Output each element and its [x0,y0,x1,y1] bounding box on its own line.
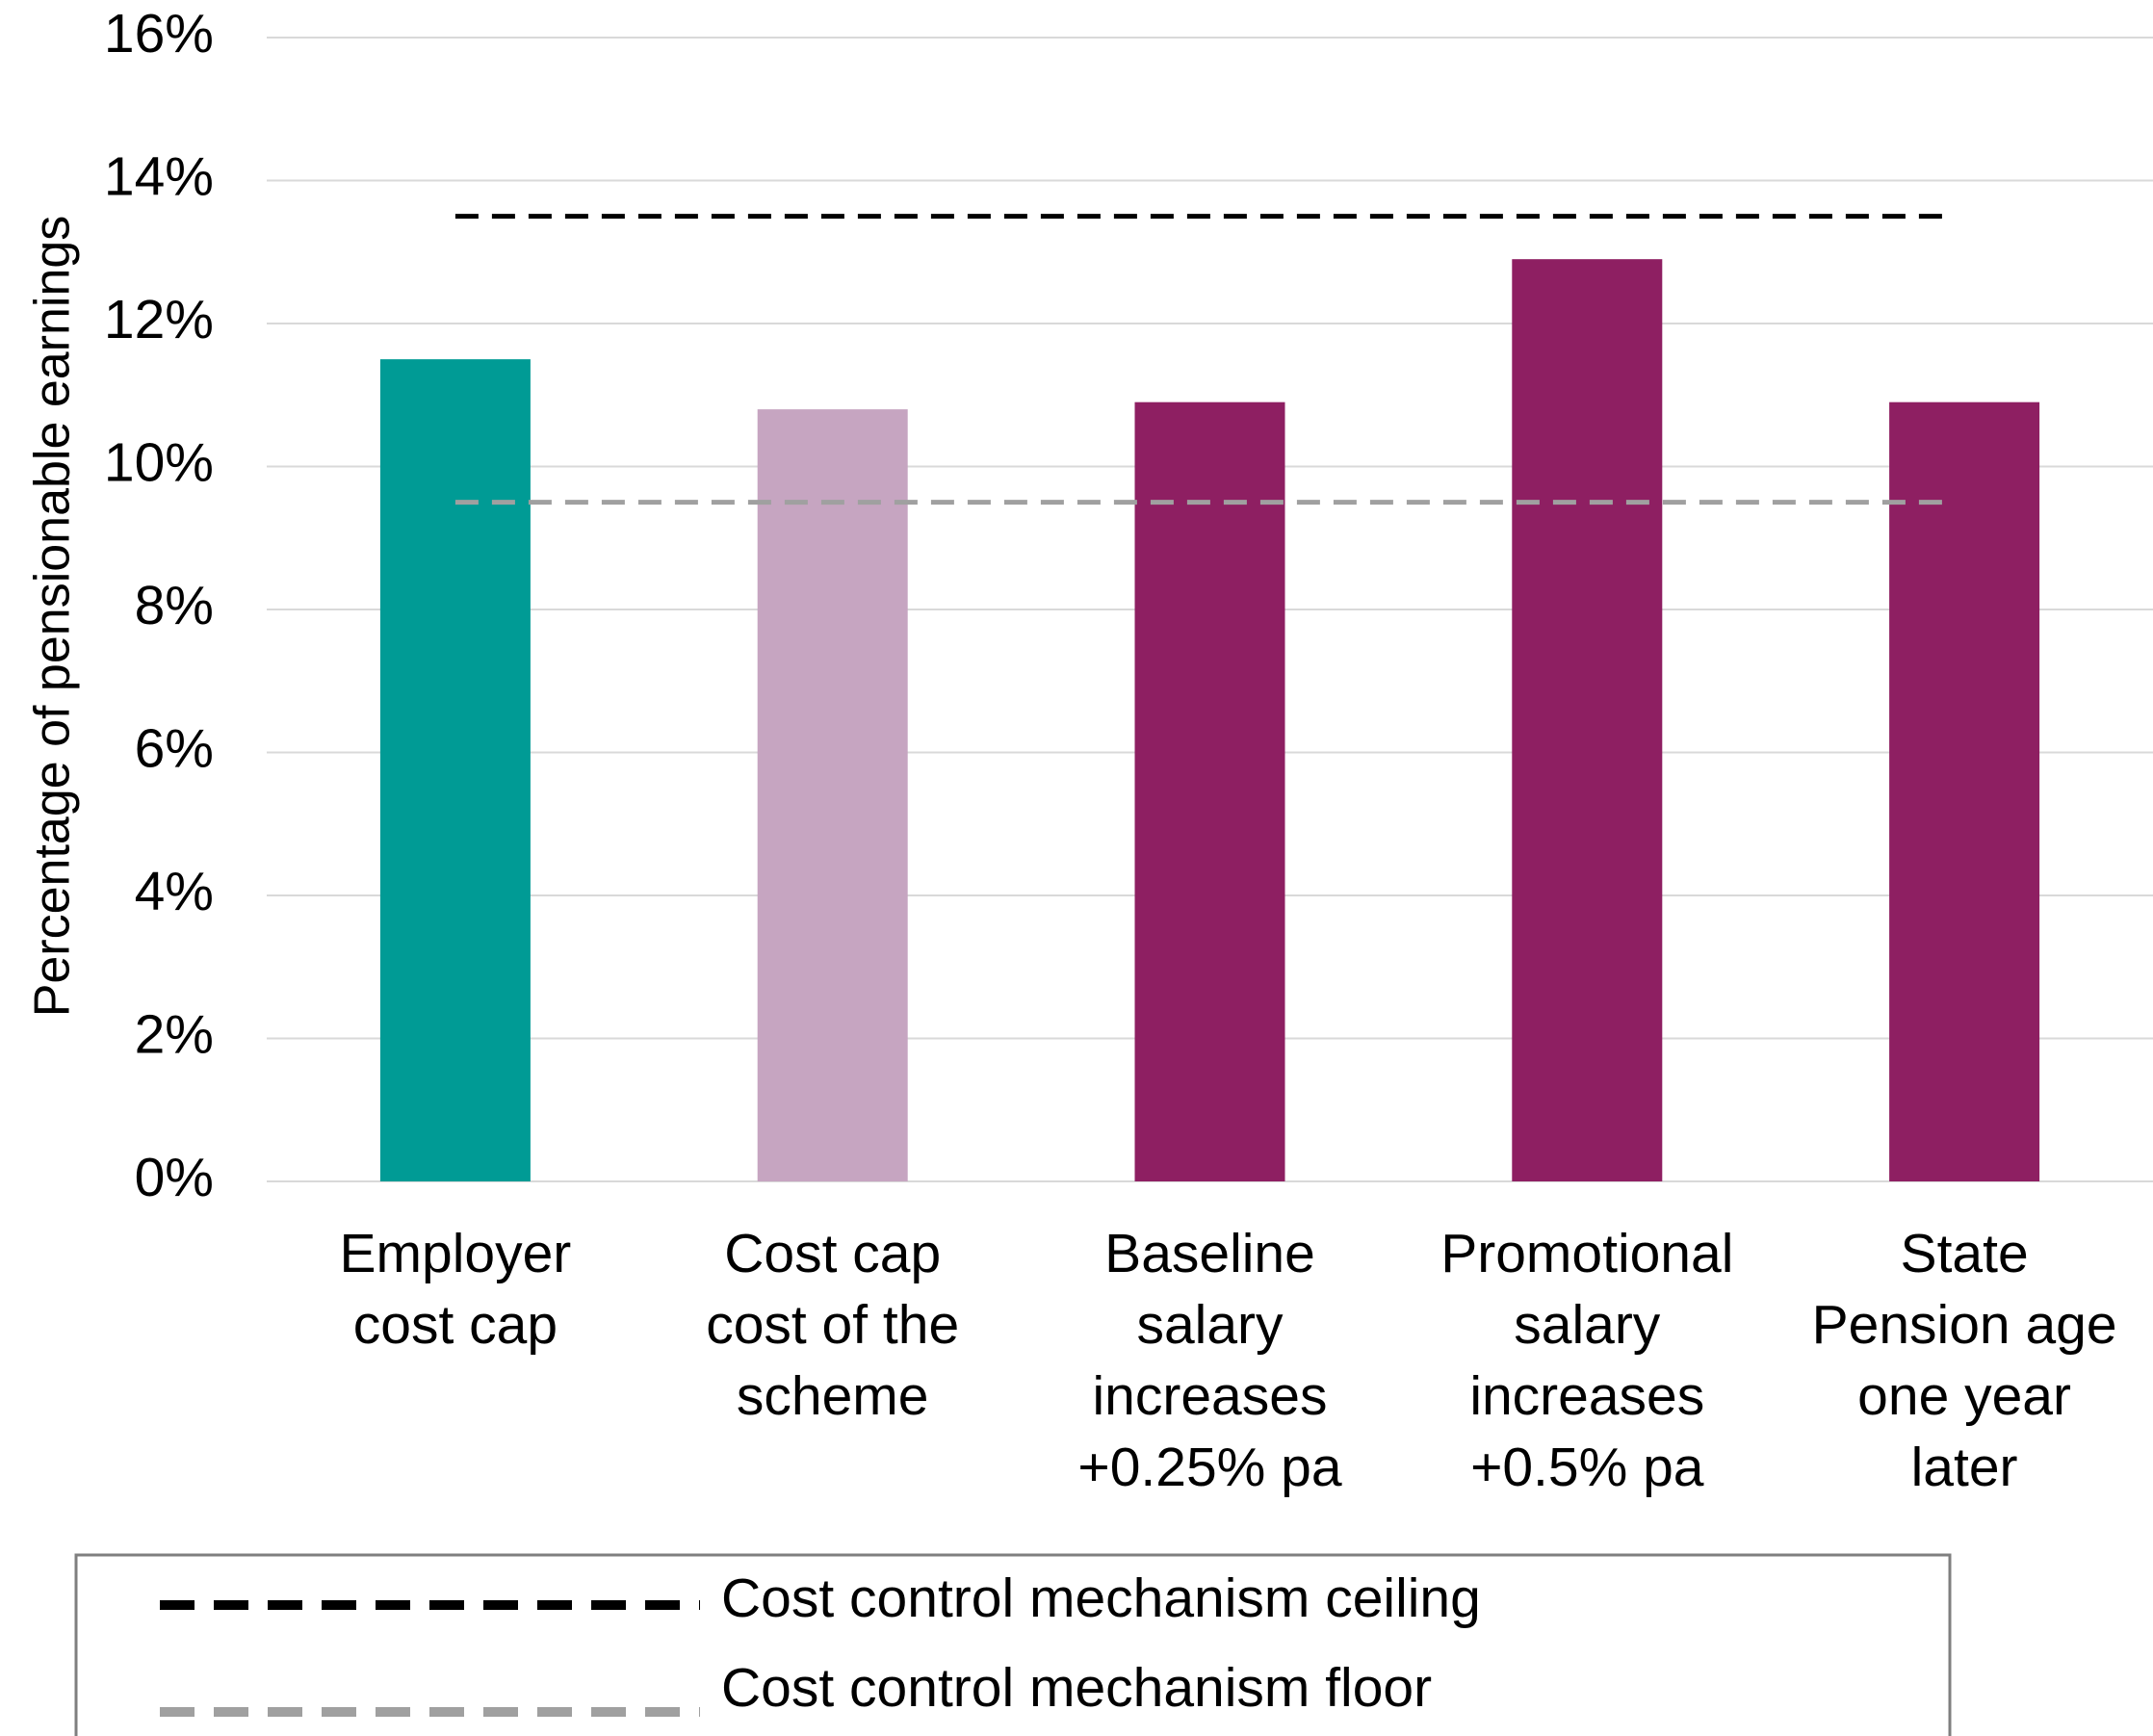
y-tick-label: 0% [135,1147,214,1208]
y-tick-label: 4% [135,861,214,922]
y-tick-label: 12% [104,289,214,350]
bar [757,409,908,1182]
y-tick-label: 10% [104,432,214,494]
y-tick-label: 8% [135,575,214,636]
bar [1512,259,1663,1181]
x-tick-label: Employer cost cap [340,1223,572,1356]
y-tick-label: 2% [135,1004,214,1066]
x-tick-label: State Pension age one year later [1812,1223,2117,1498]
x-tick-label: Cost cap cost of the scheme [706,1223,959,1427]
x-tick-label: Promotional salary increases +0.5% pa [1440,1223,1733,1498]
legend-label: Cost control mechanism ceiling [721,1568,1481,1629]
y-tick-label: 14% [104,146,214,208]
bar [1134,402,1285,1181]
y-tick-label: 16% [104,3,214,65]
y-axis-title: Percentage of pensionable earnings [25,216,81,1018]
bar [1889,402,2040,1181]
y-tick-label: 6% [135,718,214,780]
legend-label: Cost control mechanism floor [721,1657,1432,1719]
legend-box [74,1553,1952,1736]
x-tick-label: Baseline salary increases +0.25% pa [1077,1223,1341,1498]
bar [379,359,531,1181]
